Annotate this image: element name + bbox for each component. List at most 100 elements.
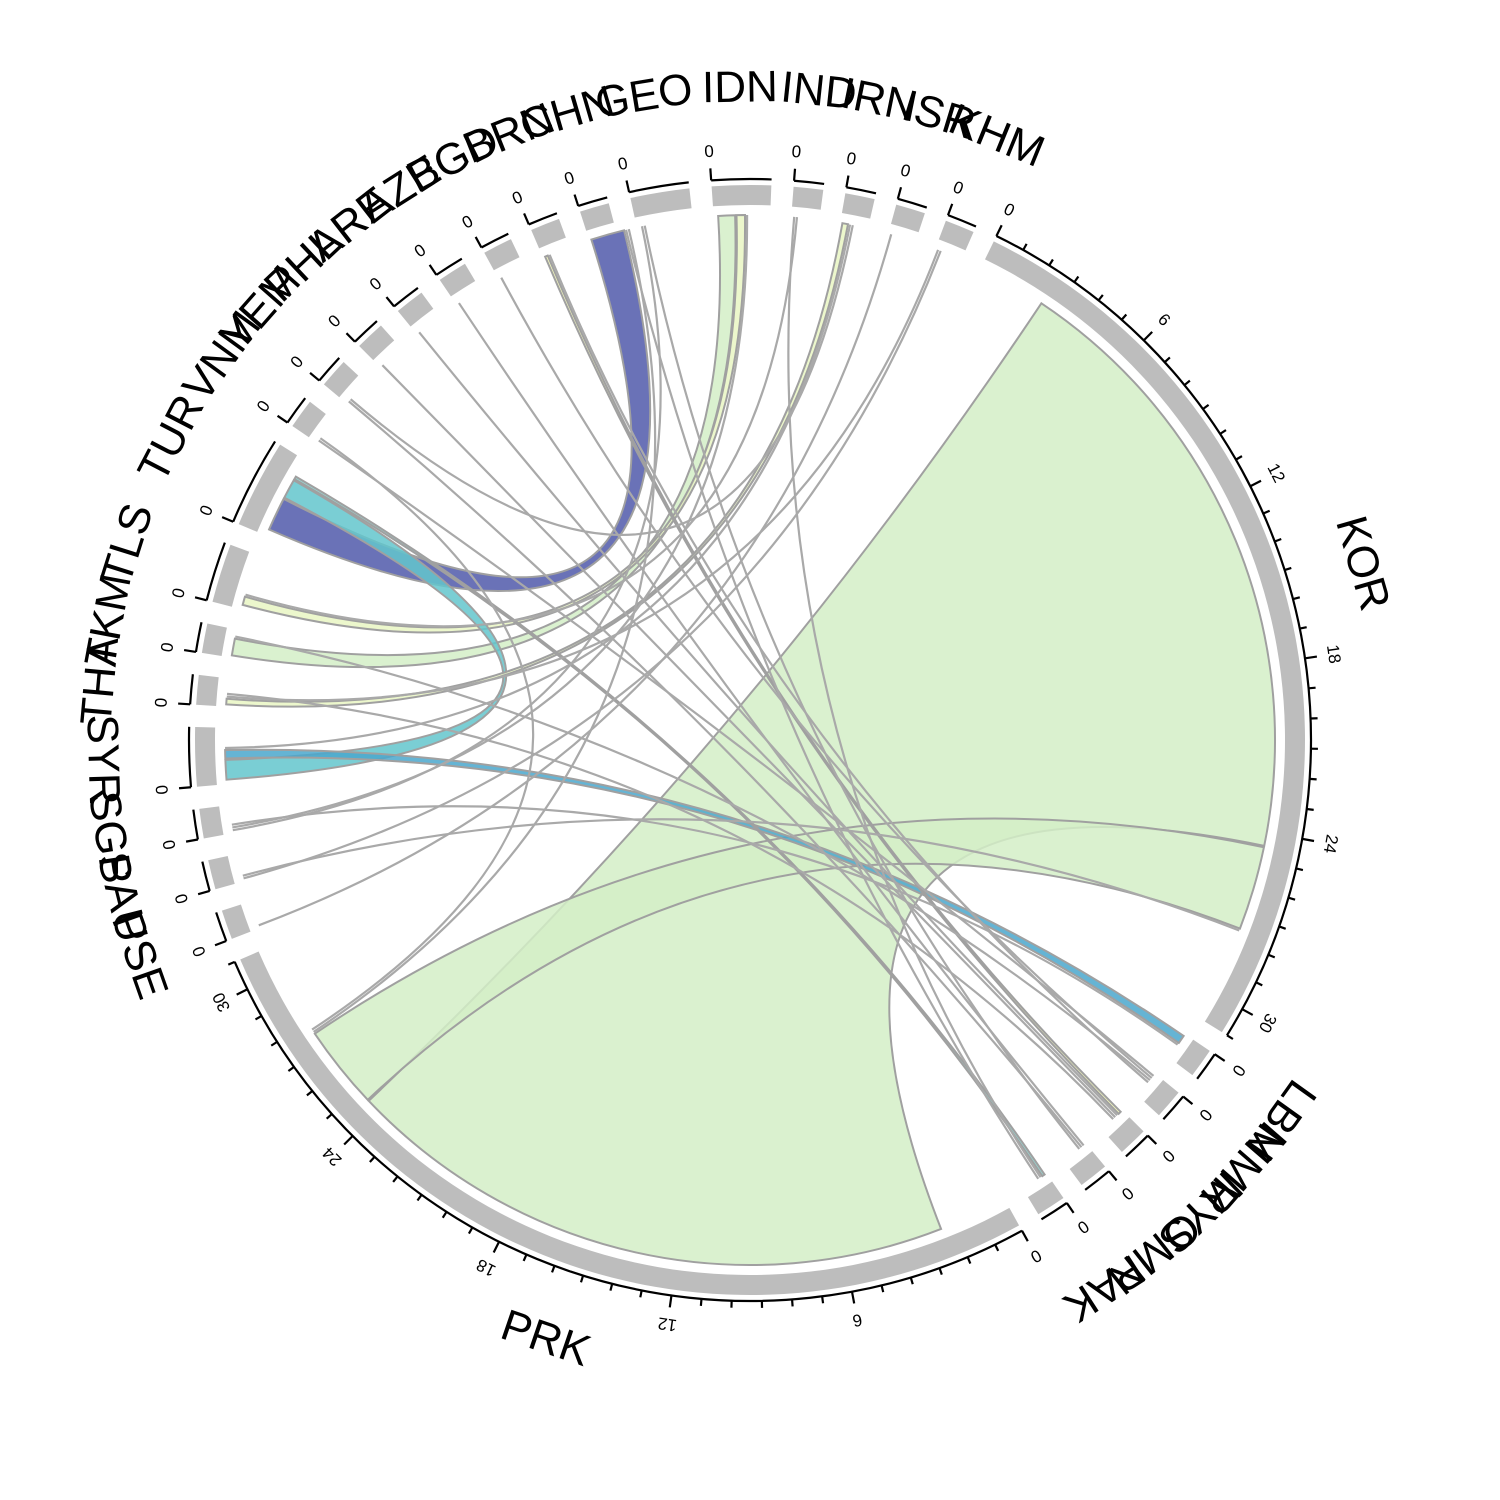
link-khm-sau-15: [243, 250, 942, 880]
tick-label-tur-0: 0: [196, 502, 217, 518]
sector-axis-are: [393, 286, 419, 308]
minor-tick-kor-4: [1097, 294, 1104, 302]
tick-label-brn-0: 0: [509, 187, 525, 208]
minor-tick-kor-23: [1306, 807, 1314, 811]
minor-tick-kor-8: [1183, 379, 1191, 386]
tick-prk-18: [492, 1241, 501, 1253]
minor-tick-prk-20: [441, 1211, 448, 1219]
tick-label-prk-30: 30: [209, 989, 234, 1014]
sector-arc-isr: [890, 204, 925, 233]
tick-label-sgp-0: 0: [159, 838, 179, 851]
tick-label-kor-24: 24: [1320, 833, 1342, 855]
sector-arc-lbn: [1176, 1039, 1210, 1076]
link-vnm-prk-33: [311, 437, 535, 1031]
tick-label-mmr-0: 0: [1195, 1105, 1216, 1124]
sector-arc-are: [397, 292, 434, 327]
tick-pak-0: [1065, 1202, 1075, 1214]
tick-label-idn-0: 0: [704, 142, 715, 162]
link-bgd-mmr-21: [500, 277, 1153, 1079]
tick-kor-12: [1249, 479, 1262, 488]
tick-label-lbn-0: 0: [1228, 1061, 1249, 1079]
minor-tick-prk-2: [966, 1256, 972, 1264]
minor-tick-kor-16: [1292, 596, 1301, 601]
sector-axis-mys: [1125, 1134, 1149, 1158]
sector-arc-geo: [630, 188, 692, 218]
sector-label-geo: GEO: [592, 64, 696, 128]
minor-tick-prk-13: [639, 1290, 643, 1298]
tick-mmr-0: [1182, 1095, 1194, 1105]
tick-label-irn-0: 0: [845, 149, 858, 169]
link-idn-tls-4: [241, 214, 746, 634]
sector-label-tls: TLS: [92, 498, 163, 590]
tick-khm-0: [946, 203, 954, 216]
tick-prk-30: [236, 988, 248, 996]
tick-label-kor-18: 18: [1323, 643, 1345, 664]
minor-tick-prk-11: [699, 1298, 703, 1306]
minor-tick-kor-26: [1288, 896, 1296, 901]
sector-arc-khm: [938, 220, 974, 251]
tick-chn-0: [573, 194, 580, 207]
link-yem-omn-19: [348, 400, 1083, 1148]
minor-tick-prk-23: [369, 1156, 376, 1163]
tick-irn-0: [845, 175, 850, 188]
tick-label-prk-0: 0: [1027, 1245, 1044, 1266]
link-mmr-tkm-28: [235, 635, 1151, 1081]
tick-label-tha-0: 0: [151, 697, 171, 708]
sector-arc-pse: [221, 904, 251, 939]
link-chn-pak-22: [625, 229, 1040, 1180]
sector-axis-tur: [232, 440, 276, 523]
tick-label-isr-0: 0: [898, 160, 912, 181]
minor-tick-kor-5: [1120, 313, 1128, 321]
tick-are-0: [385, 296, 395, 308]
sector-arc-aze: [439, 263, 476, 297]
minor-tick-prk-7: [821, 1296, 825, 1304]
tick-aze-0: [428, 264, 438, 276]
sector-label-tha: THA: [71, 634, 128, 727]
link-irn-syr-11: [225, 224, 852, 750]
tick-label-phl-0: 0: [324, 311, 344, 331]
tick-brn-0: [523, 212, 530, 225]
sector-arc-prk: [240, 951, 1020, 1295]
link-kor-sau-31: [242, 818, 1240, 932]
tick-tur-0: [221, 516, 234, 523]
sector-arc-tls: [212, 544, 250, 607]
minor-tick-kor-7: [1163, 356, 1171, 364]
sector-arc-brn: [531, 218, 566, 249]
tick-label-chn-0: 0: [562, 168, 577, 189]
link-tur-pak-9: [293, 475, 1047, 1178]
tick-label-bgd-0: 0: [459, 211, 476, 232]
tick-label-prk-6: 6: [851, 1310, 864, 1330]
sector-label-khm: KHM: [942, 94, 1051, 176]
tick-label-prk-24: 24: [319, 1143, 346, 1170]
tick-mys-0: [1147, 1134, 1158, 1145]
minor-tick-prk-15: [579, 1275, 585, 1283]
sector-arc-ind: [792, 186, 824, 210]
minor-tick-kor-25: [1295, 867, 1304, 872]
tick-ind-0: [792, 168, 797, 181]
minor-tick-kor-1: [1022, 243, 1028, 251]
links-layer: [224, 214, 1276, 1266]
minor-tick-kor-2: [1048, 258, 1054, 267]
sector-arc-tha: [196, 674, 219, 706]
tick-kor-6: [1142, 331, 1153, 342]
minor-tick-prk-16: [550, 1265, 556, 1273]
sector-axis-isr: [897, 197, 928, 209]
tick-yem-0: [309, 372, 320, 382]
minor-tick-kor-14: [1274, 537, 1282, 543]
tick-vnm-0: [276, 414, 289, 424]
sector-arc-omn: [1069, 1151, 1106, 1186]
minor-tick-kor-10: [1219, 429, 1227, 435]
link-geo-sgp-12: [232, 226, 662, 832]
link-brn-mys-7: [543, 254, 1123, 1116]
tick-label-prk-18: 18: [473, 1255, 498, 1280]
tick-kor-30: [1241, 1008, 1254, 1016]
tick-idn-0: [709, 168, 713, 181]
sector-arc-yem: [323, 361, 359, 398]
tick-tkm-0: [183, 648, 197, 654]
minor-tick-kor-13: [1262, 509, 1271, 515]
tick-label-kor-12: 12: [1263, 460, 1289, 485]
sector-arc-idn: [711, 184, 772, 207]
minor-tick-prk-26: [306, 1090, 314, 1097]
tick-omn-0: [1108, 1170, 1118, 1182]
tick-geo-0: [625, 180, 631, 193]
